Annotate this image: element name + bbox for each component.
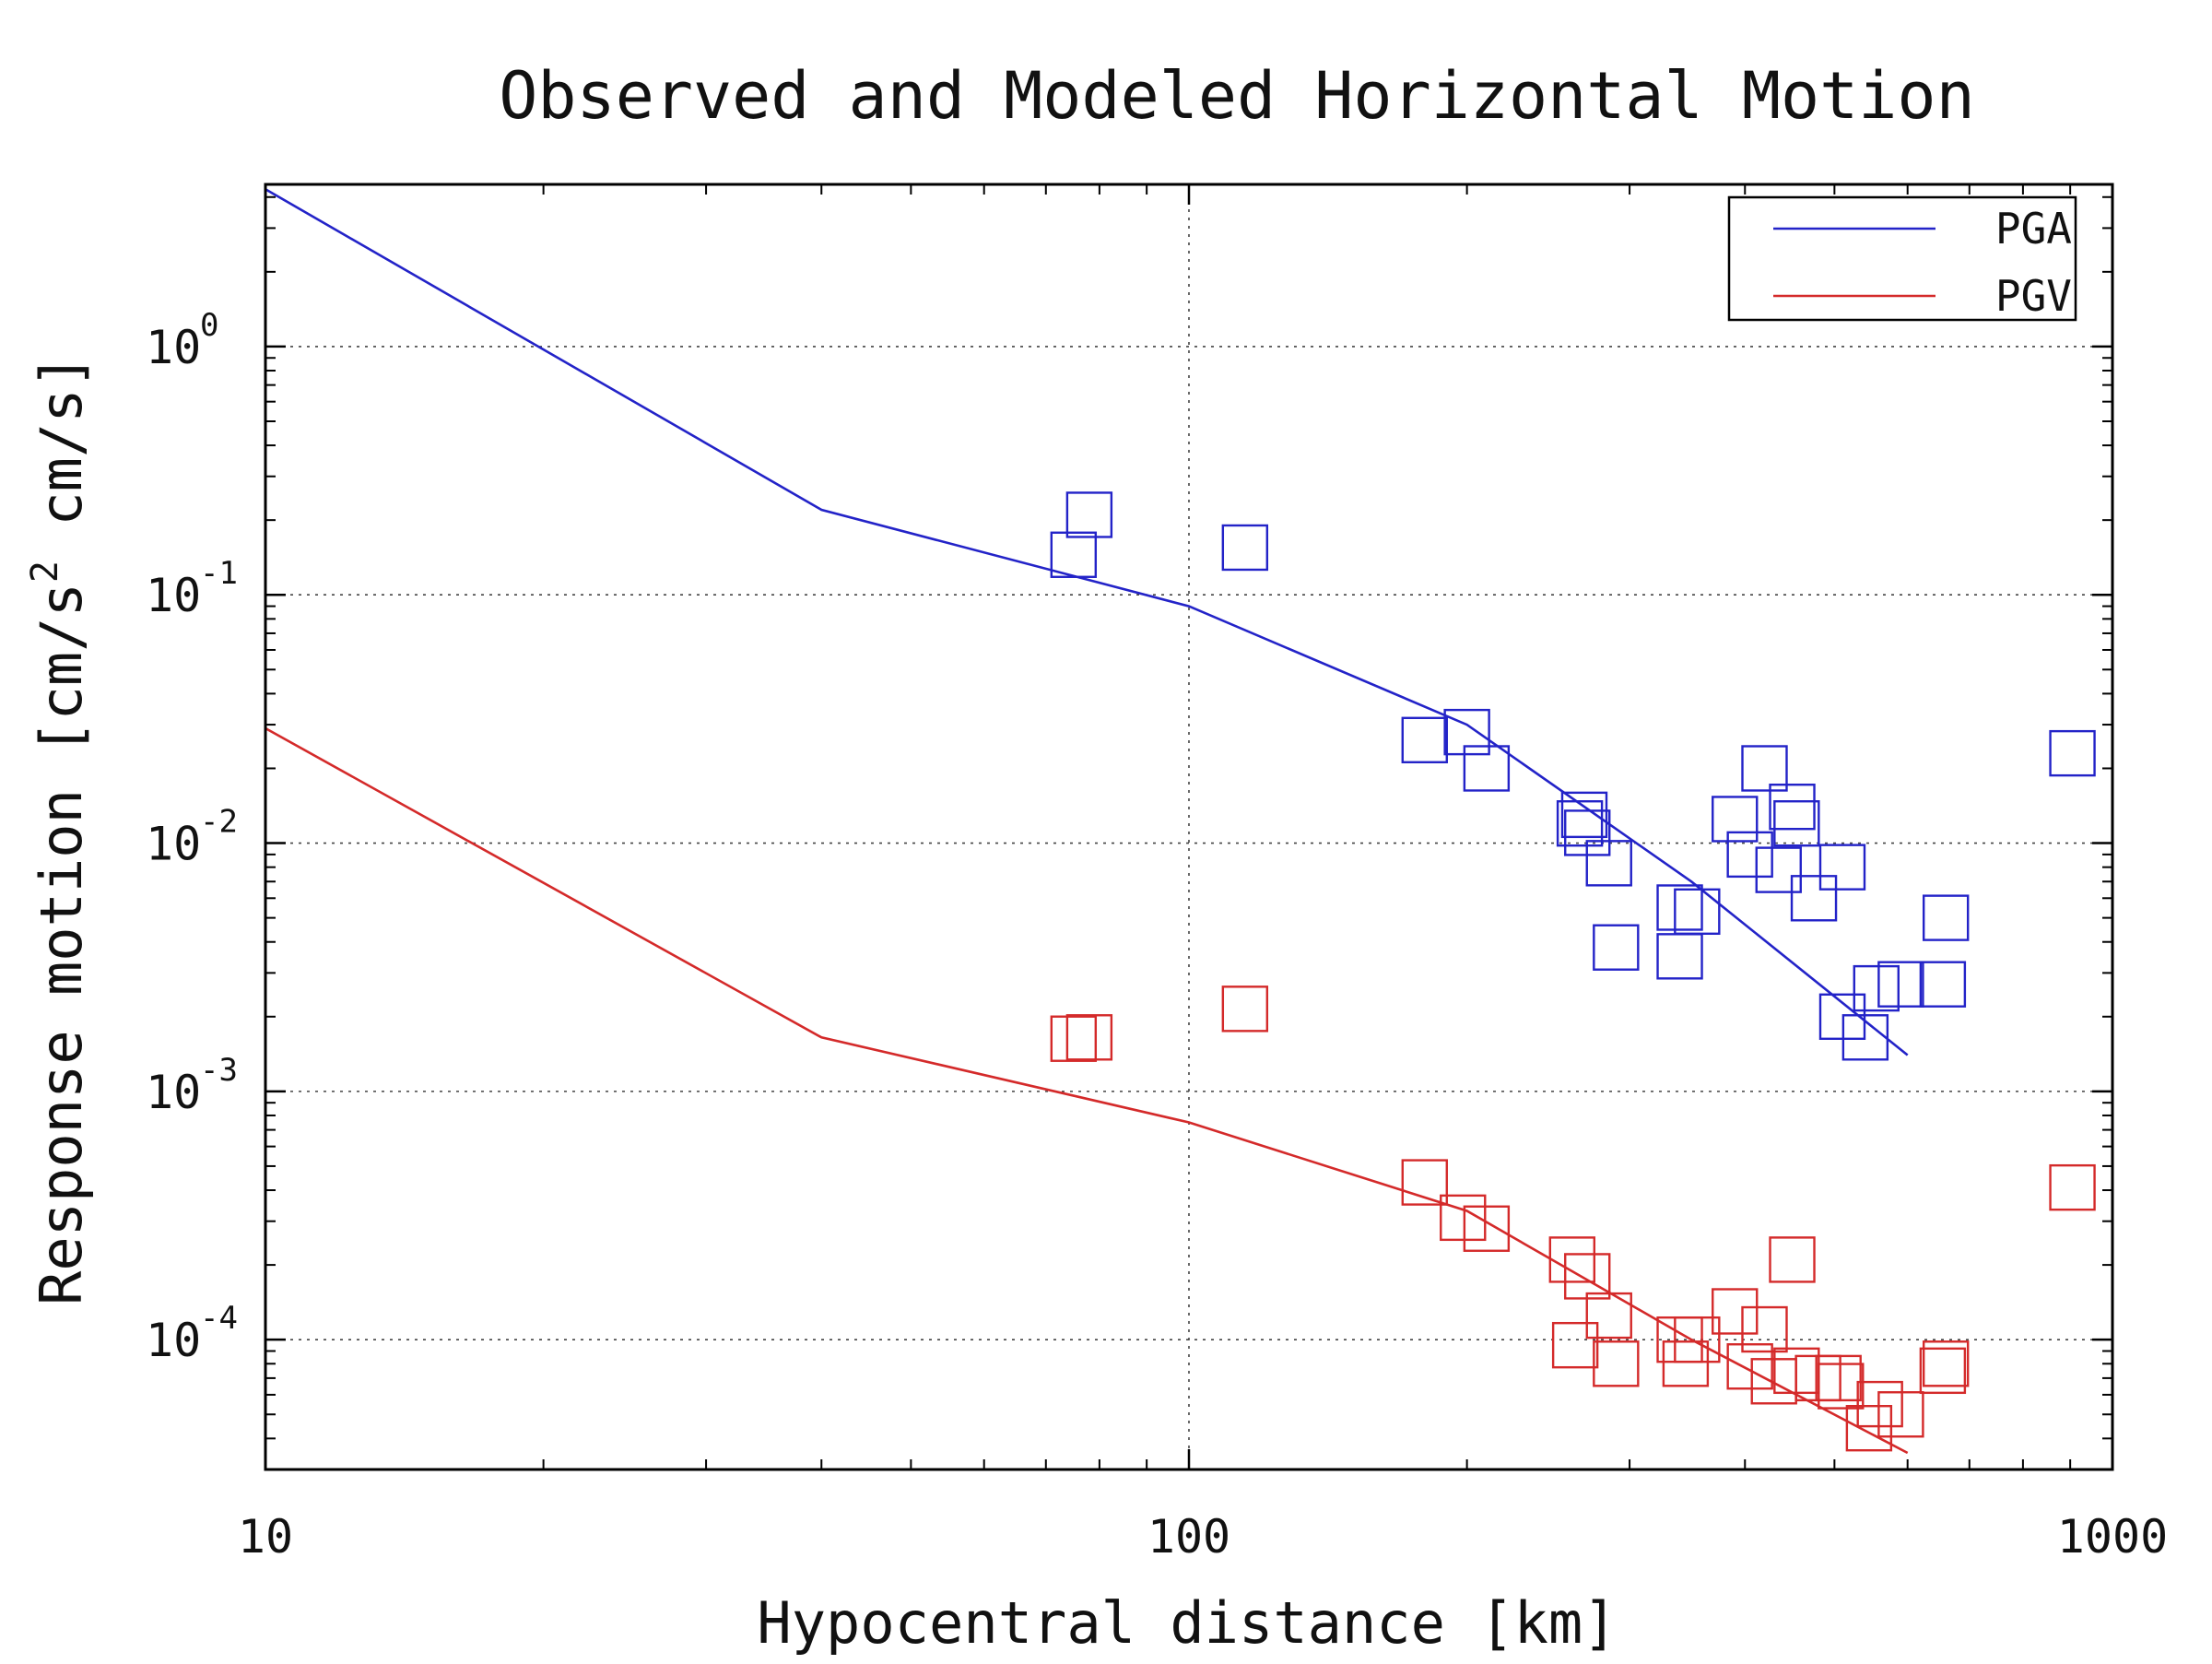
pga-observed-point bbox=[1726, 831, 1773, 879]
pga-observed-point bbox=[1221, 524, 1269, 572]
pga-observed-point bbox=[1556, 800, 1604, 847]
pgv-observed-point bbox=[1877, 1391, 1924, 1438]
pga-observed-point bbox=[1443, 708, 1490, 756]
pgv-observed-point bbox=[1401, 1159, 1448, 1206]
plot-frame bbox=[264, 183, 2114, 1471]
pgv-observed-point bbox=[1221, 985, 1269, 1033]
pgv-observed-point bbox=[1741, 1305, 1788, 1353]
pga-observed-point bbox=[1922, 894, 1970, 941]
pgv-observed-point bbox=[1551, 1321, 1599, 1369]
pgv-observed-point bbox=[1674, 1316, 1721, 1363]
pga-observed-point bbox=[1065, 491, 1113, 538]
pga-observed-point bbox=[1656, 884, 1703, 931]
pgv-observed-point bbox=[1769, 1236, 1816, 1283]
pga-observed-point bbox=[1853, 964, 1900, 1012]
pgv-observed-point bbox=[1815, 1354, 1862, 1402]
pga-observed-point bbox=[2049, 729, 2096, 777]
y-tick-base: 10 bbox=[146, 1066, 201, 1119]
y-axis-label: Response motion [cm/s2 cm/s] bbox=[24, 354, 95, 1305]
pgv-observed-point bbox=[1440, 1194, 1487, 1242]
x-tick-label: 10 bbox=[238, 1510, 293, 1564]
pga-observed-point bbox=[1585, 840, 1632, 887]
pga-observed-point bbox=[1401, 716, 1448, 763]
chart-title: Observed and Modeled Horizontal Motion bbox=[499, 58, 1974, 134]
pgv-observed-point bbox=[1856, 1380, 1903, 1428]
y-tick-base: 10 bbox=[146, 818, 201, 871]
legend-label-pga: PGA bbox=[1995, 204, 2072, 254]
y-tick-exponent: -1 bbox=[200, 555, 238, 592]
y-tick-exponent: -3 bbox=[200, 1052, 238, 1089]
pgv-observed-point bbox=[1919, 1347, 1967, 1395]
pgv-observed-point bbox=[1922, 1340, 1970, 1387]
pga-observed-point bbox=[1877, 961, 1924, 1008]
y-axis-label-main: Response motion [cm/s bbox=[28, 583, 95, 1305]
pga-observed-point bbox=[1712, 796, 1759, 843]
pgv-observed-point bbox=[1712, 1288, 1759, 1335]
y-tick-exponent: -4 bbox=[200, 1300, 238, 1337]
pgv-observed-point bbox=[1818, 1363, 1865, 1410]
pga-observed-point bbox=[1919, 961, 1967, 1008]
pgv-observed-point bbox=[1050, 1015, 1098, 1062]
y-tick-base: 10 bbox=[146, 321, 201, 374]
legend-box bbox=[1727, 195, 2077, 322]
grid-lines bbox=[265, 184, 2112, 1469]
pga-observed-point bbox=[1841, 1014, 1889, 1061]
pga-observed-point bbox=[1674, 888, 1721, 936]
y-tick-label: 10-3 bbox=[146, 1052, 238, 1119]
pgv-observed-point bbox=[1845, 1405, 1893, 1452]
pgv-observed-point bbox=[1585, 1292, 1632, 1339]
y-tick-label: 10-4 bbox=[146, 1300, 238, 1367]
pga-observed-point bbox=[1790, 875, 1838, 922]
legend: PGA PGV bbox=[1727, 195, 2077, 322]
y-axis-label-tail: cm/s] bbox=[28, 354, 95, 561]
pgv-observed-point bbox=[1065, 1014, 1113, 1061]
pga-observed-point bbox=[1773, 800, 1820, 847]
pga-observed-point bbox=[1741, 745, 1788, 792]
pga-observed-point bbox=[1560, 791, 1608, 839]
pgv-observed-point bbox=[1726, 1343, 1773, 1390]
series-layer bbox=[265, 188, 2096, 1455]
y-tick-label: 100 bbox=[146, 307, 218, 374]
pgv-observed-point bbox=[1662, 1340, 1710, 1387]
x-axis-label: Hypocentral distance [km] bbox=[757, 1589, 1617, 1657]
pga-observed-point bbox=[1050, 531, 1098, 578]
y-tick-base: 10 bbox=[146, 1314, 201, 1367]
x-tick-label: 1000 bbox=[2057, 1510, 2168, 1564]
pga-observed-point bbox=[1593, 924, 1640, 971]
pgv-observed-point bbox=[1463, 1205, 1511, 1252]
pgv-observed-point bbox=[1593, 1340, 1640, 1387]
y-axis-label-exponent: 2 bbox=[24, 561, 66, 583]
pga-model-line bbox=[265, 188, 1909, 1056]
pgv-observed-point bbox=[2049, 1163, 2096, 1211]
pga-observed-point bbox=[1463, 745, 1511, 792]
pgv-observed-point bbox=[1548, 1236, 1596, 1283]
y-tick-label: 10-2 bbox=[146, 804, 238, 871]
pga-observed-point bbox=[1818, 844, 1866, 891]
pga-observed-point bbox=[1769, 783, 1816, 831]
y-tick-label: 10-1 bbox=[146, 555, 238, 622]
legend-label-pgv: PGV bbox=[1995, 271, 2072, 321]
y-tick-base: 10 bbox=[146, 569, 201, 622]
y-tick-exponent: 0 bbox=[200, 307, 218, 344]
y-tick-exponent: -2 bbox=[200, 804, 238, 841]
pga-observed-point bbox=[1755, 846, 1802, 893]
x-tick-label: 100 bbox=[1147, 1510, 1230, 1564]
